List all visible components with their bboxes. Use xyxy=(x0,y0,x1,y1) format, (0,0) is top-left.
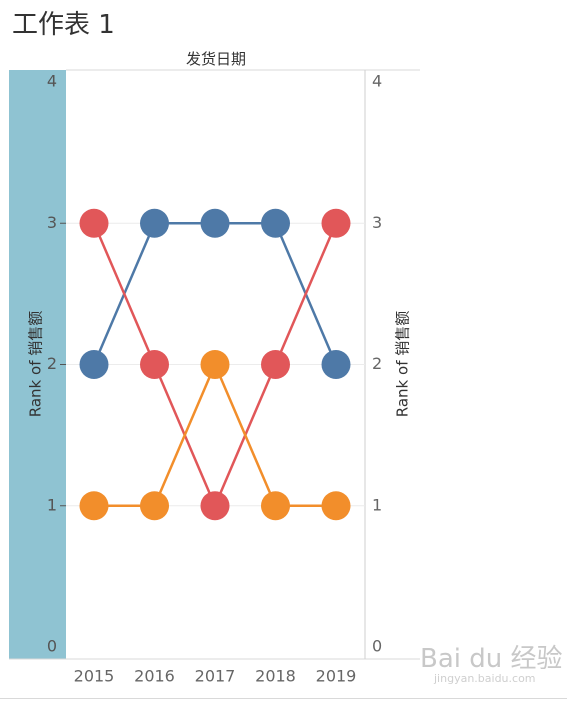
data-point-2-2019[interactable] xyxy=(321,491,351,521)
sheet-title: 工作表 1 xyxy=(12,10,115,40)
data-point-0-2016[interactable] xyxy=(140,208,169,238)
data-point-1-2015[interactable] xyxy=(79,208,109,238)
y-tick-label-right: 2 xyxy=(372,354,382,373)
y-tick-label-left: 4 xyxy=(47,72,57,91)
x-tick-label: 2019 xyxy=(316,667,357,686)
data-point-1-2018[interactable] xyxy=(261,350,290,379)
data-point-0-2018[interactable] xyxy=(261,208,290,238)
y-tick-label-right: 4 xyxy=(372,72,382,91)
y-tick-label-right: 0 xyxy=(372,637,382,656)
x-axis-header: 发货日期 xyxy=(185,50,246,68)
series-line-2 xyxy=(94,363,336,507)
data-point-1-2017[interactable] xyxy=(200,491,230,521)
data-point-2-2017[interactable] xyxy=(200,350,230,379)
y-tick-label-left: 1 xyxy=(47,495,57,514)
series-markers xyxy=(79,208,351,521)
x-tick-labels: 2015 2016 2017 2018 2019 xyxy=(74,667,357,686)
series xyxy=(79,208,351,521)
page-bottom-rule xyxy=(0,698,567,699)
y-axis-title-right: Rank of 销售额 xyxy=(394,311,412,417)
data-point-0-2017[interactable] xyxy=(200,208,230,238)
y-tick-label-right: 3 xyxy=(372,213,382,232)
x-tick-label: 2018 xyxy=(255,667,296,686)
series-line-0 xyxy=(92,222,338,365)
y-tick-labels: 0 0 1 1 2 2 3 3 4 4 xyxy=(47,72,382,656)
data-point-0-2015[interactable] xyxy=(79,350,109,379)
data-point-2-2015[interactable] xyxy=(79,491,109,521)
y-tick-label-left: 0 xyxy=(47,637,57,656)
y-tick-label-right: 1 xyxy=(372,495,382,514)
y-tick-label-left: 2 xyxy=(47,354,57,373)
left-axis-band xyxy=(9,70,66,659)
x-tick-label: 2015 xyxy=(74,667,115,686)
data-point-2-2016[interactable] xyxy=(140,491,169,521)
data-point-1-2016[interactable] xyxy=(140,350,169,379)
y-axis-title-left: Rank of 销售额 xyxy=(27,311,45,417)
x-tick-label: 2017 xyxy=(195,667,236,686)
data-point-1-2019[interactable] xyxy=(321,208,351,238)
x-tick-label: 2016 xyxy=(134,667,175,686)
data-point-2-2018[interactable] xyxy=(261,491,290,521)
y-tick-label-left: 3 xyxy=(47,213,57,232)
data-point-0-2019[interactable] xyxy=(321,350,351,379)
